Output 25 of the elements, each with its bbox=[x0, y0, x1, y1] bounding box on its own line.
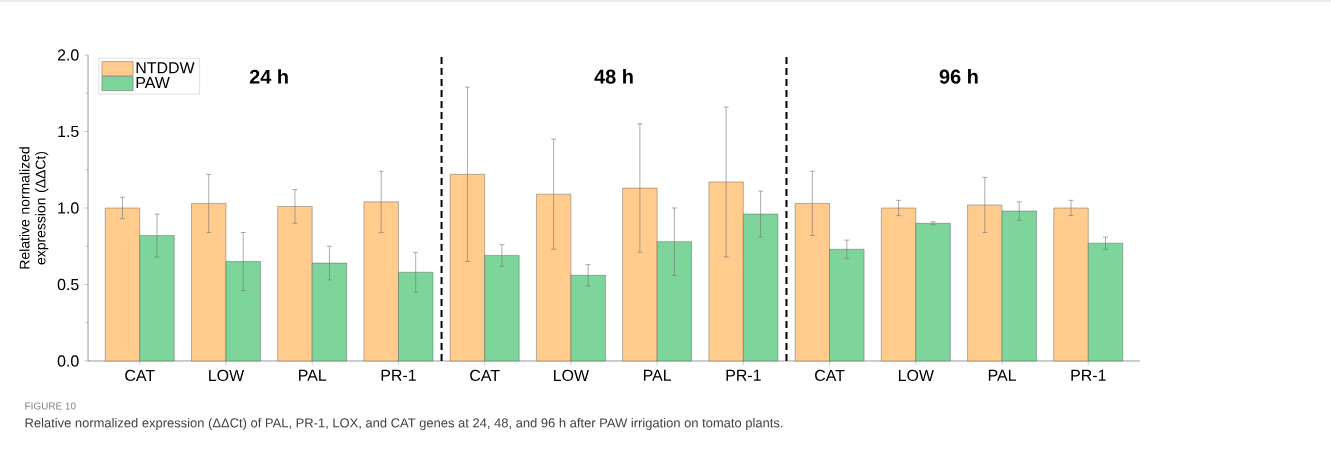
y-tick-label: 2.0 bbox=[57, 49, 79, 61]
x-tick-label: CAT bbox=[815, 369, 845, 382]
y-tick-label: 0.0 bbox=[57, 355, 79, 367]
legend-label: PAW bbox=[136, 77, 170, 89]
y-axis-title: Relative normalized expression (ΔΔCt) bbox=[19, 147, 49, 269]
annotation: 24 h bbox=[249, 69, 288, 84]
caption: FIGURE 10 bbox=[25, 402, 76, 410]
annotation: 48 h bbox=[594, 69, 633, 84]
x-tick-label: PR-1 bbox=[726, 369, 761, 381]
x-tick-label: PR-1 bbox=[1071, 369, 1106, 381]
x-tick-label: CAT bbox=[470, 369, 500, 382]
x-tick-label: LOW bbox=[554, 369, 589, 382]
y-tick-label: 0.5 bbox=[57, 278, 79, 291]
y-tick-label: 1.5 bbox=[58, 125, 79, 138]
text: Relative normalized expression (ΔΔCt) of PAL, PR-1, LOX, and CAT genes at 24, 48, and 96 h after PAW irrigation on tomato plants. bbox=[25, 417, 783, 431]
x-tick-label: PAL bbox=[643, 369, 672, 381]
x-tick-label: LOW bbox=[209, 369, 245, 382]
y-tick-label: 1.0 bbox=[58, 202, 79, 214]
x-tick-label: LOW bbox=[898, 369, 934, 382]
x-tick-label: PR-1 bbox=[381, 369, 416, 381]
annotation: 96 h bbox=[939, 69, 978, 84]
legend-label: NTDDW bbox=[136, 62, 195, 74]
x-tick-label: PAL bbox=[988, 369, 1016, 381]
x-tick-label: PAL bbox=[299, 369, 327, 381]
x-tick-label: CAT bbox=[125, 369, 155, 382]
